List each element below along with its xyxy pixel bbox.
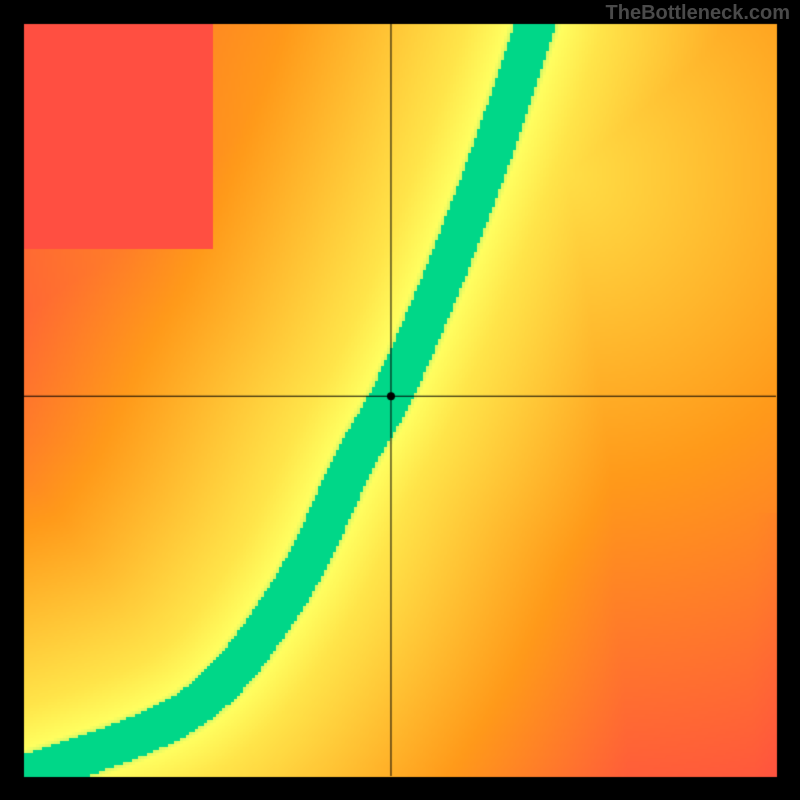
chart-container: TheBottleneck.com bbox=[0, 0, 800, 800]
watermark-text: TheBottleneck.com bbox=[606, 2, 790, 25]
heatmap-canvas bbox=[0, 0, 800, 800]
